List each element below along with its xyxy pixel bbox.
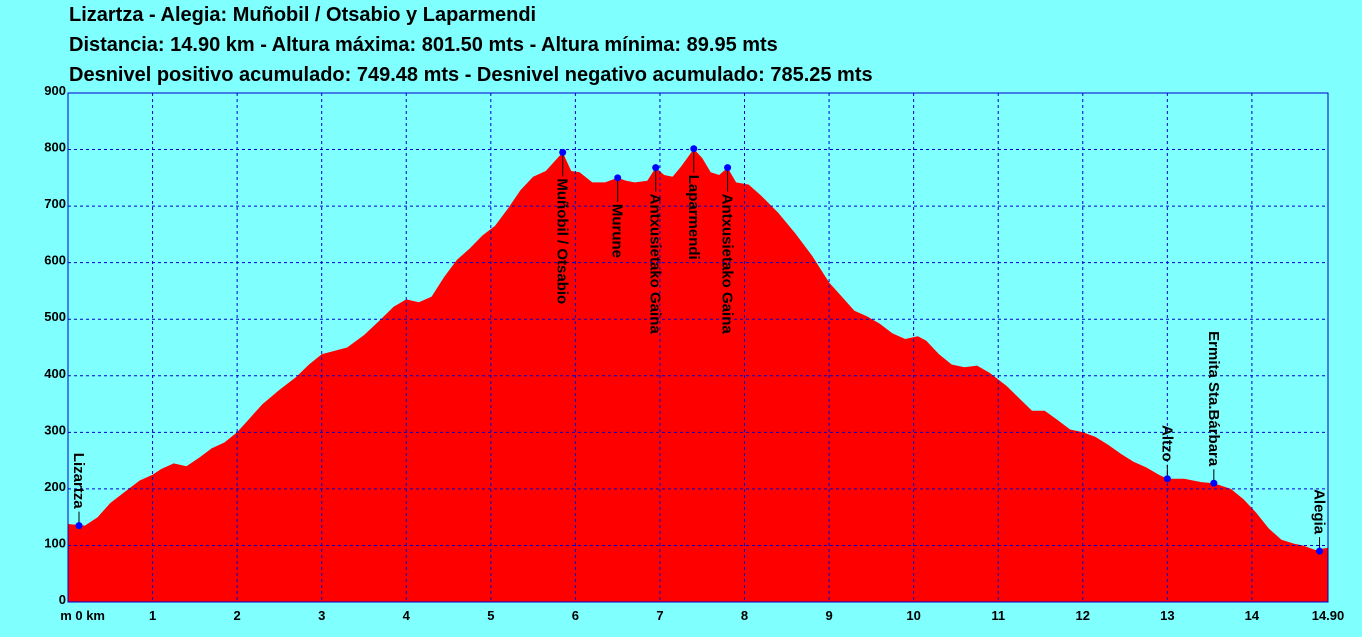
waypoint-marker	[559, 148, 567, 156]
y-tick-label: 500	[44, 309, 66, 324]
y-tick-label: 100	[44, 535, 66, 550]
x-tick-label: 10	[906, 608, 920, 623]
waypoint-marker	[75, 522, 83, 530]
y-tick-label: 700	[44, 196, 66, 211]
waypoint-marker	[724, 164, 732, 172]
waypoint-marker	[690, 145, 698, 153]
x-tick-label: 14.90	[1312, 608, 1345, 623]
x-tick-label: m 0 km	[60, 608, 105, 623]
y-tick-label: 400	[44, 366, 66, 381]
waypoint-marker	[614, 174, 622, 182]
x-tick-label: 14	[1245, 608, 1260, 623]
waypoint-label: Laparmendi	[685, 175, 702, 260]
x-tick-label: 9	[825, 608, 832, 623]
x-tick-label: 2	[234, 608, 241, 623]
waypoint-marker	[1316, 547, 1324, 555]
x-tick-label: 13	[1160, 608, 1174, 623]
x-tick-label: 3	[318, 608, 325, 623]
y-tick-label: 0	[59, 592, 66, 607]
waypoint-label: Ermita Sta.Bárbara	[1205, 331, 1222, 467]
chart-title: Lizartza - Alegia: Muñobil / Otsabio y L…	[69, 4, 537, 26]
y-tick-label: 600	[44, 253, 66, 268]
plot-frame	[67, 92, 1329, 603]
waypoint-label: Lizartza	[70, 453, 87, 510]
waypoint-layer: Lizartza Muñobil / Otsabio Murune Antxusiet…	[70, 145, 1328, 555]
x-tick-label: 11	[991, 608, 1005, 623]
y-tick-label: 800	[44, 140, 66, 155]
waypoint-marker	[1210, 479, 1218, 487]
waypoint-label: Alegia	[1311, 489, 1328, 535]
waypoint-label: Altzo	[1158, 425, 1175, 462]
waypoint-label: Antxusietako Gaina	[647, 194, 664, 335]
waypoint-label: Muñobil / Otsabio	[554, 178, 571, 304]
y-tick-label: 900	[44, 83, 66, 98]
x-tick-label: 8	[741, 608, 748, 623]
x-tick-label: 6	[572, 608, 579, 623]
waypoint-label: Antxusietako Gaina	[719, 194, 736, 335]
waypoint-label: Murune	[609, 204, 626, 258]
x-tick-label: 1	[149, 608, 156, 623]
grid-layer	[67, 92, 1329, 603]
x-tick-label: 12	[1076, 608, 1090, 623]
waypoint-marker	[1163, 475, 1171, 483]
y-tick-label: 200	[44, 479, 66, 494]
x-tick-label: 4	[403, 608, 411, 623]
x-tick-label: 5	[487, 608, 494, 623]
y-tick-label: 300	[44, 422, 66, 437]
waypoint-marker	[652, 164, 660, 172]
x-tick-label: 7	[656, 608, 663, 623]
chart-subtitle-distance: Distancia: 14.90 km - Altura máxima: 801…	[69, 34, 778, 56]
chart-subtitle-elevation: Desnivel positivo acumulado: 749.48 mts …	[69, 64, 873, 86]
